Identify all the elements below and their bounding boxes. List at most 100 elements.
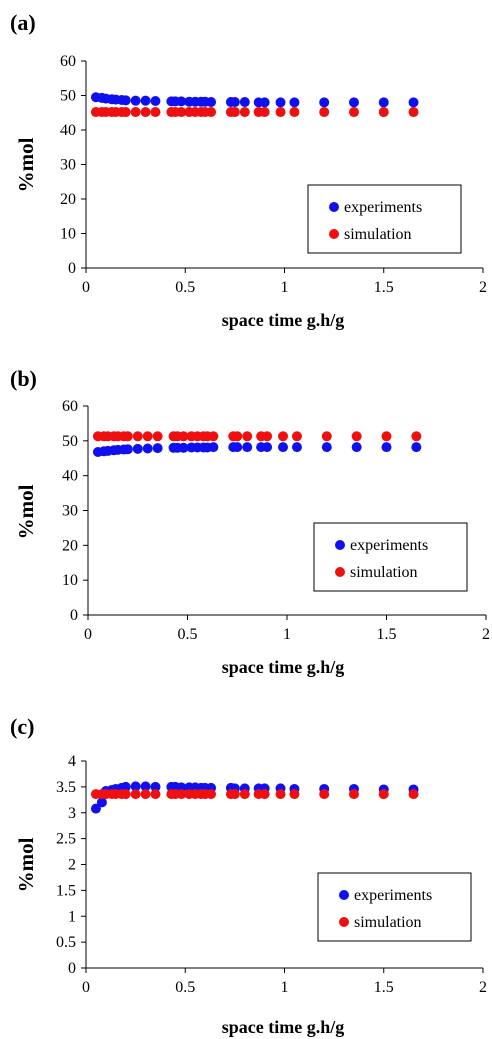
simulation-point — [132, 431, 143, 442]
y-axis-label: %mol — [14, 484, 38, 539]
experiments-point — [262, 442, 273, 453]
legend: experiments simulation — [317, 872, 472, 942]
experiments-point — [289, 97, 300, 108]
y-tick-label: 60 — [62, 398, 78, 415]
experiments-point — [178, 442, 189, 453]
x-tick-label: 2 — [482, 626, 490, 643]
simulation-point — [411, 431, 422, 442]
experiments-point — [319, 97, 330, 108]
simulation-point — [259, 789, 270, 800]
x-tick-label: 0.5 — [175, 279, 195, 296]
legend-marker — [339, 890, 349, 900]
simulation-point — [152, 431, 163, 442]
x-tick-label: 0.5 — [175, 979, 195, 996]
legend: experiments simulation — [307, 184, 462, 254]
y-tick-label: 20 — [60, 191, 76, 208]
y-tick-label: 10 — [60, 226, 76, 243]
experiments-point — [132, 443, 143, 454]
x-tick-label: 0.5 — [178, 626, 198, 643]
simulation-point — [239, 789, 250, 800]
simulation-point — [275, 789, 286, 800]
x-tick-label: 0 — [82, 979, 90, 996]
y-tick-label: 3 — [68, 805, 76, 822]
simulation-point — [291, 431, 302, 442]
legend-entry: experiments — [344, 199, 422, 216]
y-tick-label: 1.5 — [56, 882, 76, 899]
experiments-point — [291, 442, 302, 453]
chart-panel-a: (a) %mol space time g.h/g 01020304050600… — [10, 10, 487, 330]
experiments-point — [278, 442, 289, 453]
x-axis-label: space time g.h/g — [222, 1017, 344, 1037]
x-tick-label: 0 — [84, 626, 92, 643]
simulation-point — [130, 789, 141, 800]
experiments-point — [90, 803, 101, 814]
y-tick-label: 40 — [62, 468, 78, 485]
simulation-point — [150, 789, 161, 800]
legend-marker — [339, 917, 349, 927]
simulation-point — [150, 107, 161, 118]
legend-box — [313, 522, 468, 592]
y-tick-label: 1 — [68, 908, 76, 925]
simulation-point — [229, 789, 240, 800]
simulation-point — [321, 431, 332, 442]
experiments-point — [275, 97, 286, 108]
y-tick-label: 0 — [68, 960, 76, 977]
simulation-point — [206, 789, 217, 800]
experiments-point — [229, 97, 240, 108]
simulation-point — [275, 107, 286, 118]
x-tick-label: 1 — [281, 979, 289, 996]
y-tick-label: 60 — [60, 53, 76, 70]
simulation-point — [142, 431, 153, 442]
x-tick-label: 1.5 — [374, 279, 394, 296]
legend-entry: experiments — [350, 537, 428, 554]
y-tick-label: 0 — [68, 260, 76, 277]
experiments-point — [142, 443, 153, 454]
panel-label: (b) — [10, 366, 37, 391]
simulation-point — [208, 431, 219, 442]
simulation-point — [178, 431, 189, 442]
x-tick-label: 0 — [82, 279, 90, 296]
experiments-point — [259, 97, 270, 108]
panel-label: (a) — [10, 10, 36, 35]
simulation-point — [130, 107, 141, 118]
y-tick-label: 0 — [70, 607, 78, 624]
legend-entry: simulation — [354, 914, 422, 931]
simulation-point — [120, 107, 131, 118]
simulation-point — [378, 789, 389, 800]
x-tick-label: 1 — [283, 626, 291, 643]
experiments-point — [351, 442, 362, 453]
experiments-point — [96, 797, 107, 808]
y-tick-label: 2.5 — [56, 831, 76, 848]
simulation-point — [351, 431, 362, 442]
x-tick-label: 1 — [281, 279, 289, 296]
x-axis-label: space time g.h/g — [222, 657, 344, 677]
experiments-point — [411, 442, 422, 453]
experiments-point — [378, 97, 389, 108]
legend-box — [307, 184, 462, 254]
legend-marker — [335, 540, 345, 550]
experiments-point — [120, 95, 131, 106]
simulation-point — [140, 107, 151, 118]
y-axis-label: %mol — [14, 837, 38, 892]
experiments-point — [321, 442, 332, 453]
simulation-point — [319, 789, 330, 800]
simulation-point — [408, 107, 419, 118]
legend: experiments simulation — [313, 522, 468, 592]
experiments-point — [140, 95, 151, 106]
y-tick-label: 3.5 — [56, 779, 76, 796]
simulation-point — [232, 431, 243, 442]
y-axis-label: %mol — [14, 137, 38, 192]
simulation-point — [259, 107, 270, 118]
simulation-point — [122, 431, 133, 442]
simulation-point — [381, 431, 392, 442]
simulation-point — [319, 107, 330, 118]
simulation-point — [289, 789, 300, 800]
experiments-point — [348, 97, 359, 108]
x-tick-label: 1.5 — [377, 626, 397, 643]
legend-entry: simulation — [344, 226, 412, 243]
x-axis-label: space time g.h/g — [222, 310, 344, 330]
legend-marker — [329, 229, 339, 239]
experiments-point — [206, 97, 217, 108]
simulation-point — [242, 431, 253, 442]
y-tick-label: 0.5 — [56, 934, 76, 951]
